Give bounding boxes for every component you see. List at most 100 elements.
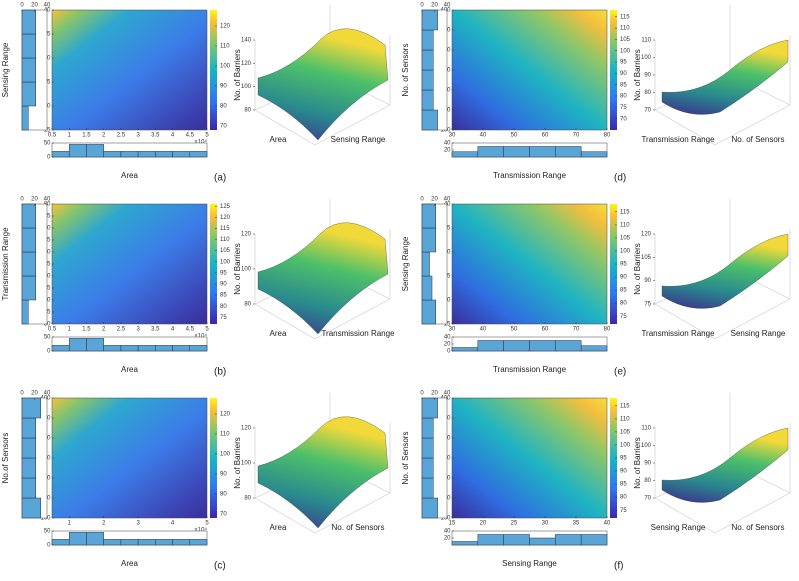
surface-x-label: Area bbox=[270, 329, 287, 338]
colorbar-tick-label: 120 bbox=[220, 412, 231, 418]
x-tick-label: 5 bbox=[205, 133, 209, 139]
hist-tick-label: 40 bbox=[44, 3, 51, 9]
x-axis-label: Transmission Range bbox=[493, 365, 567, 374]
y-tick-label: 15 bbox=[44, 128, 51, 134]
y-tick-label: 80 bbox=[44, 202, 51, 208]
colorbar-tick-label: 95 bbox=[620, 60, 627, 66]
hist-bar bbox=[21, 497, 41, 519]
hist-bar bbox=[477, 534, 504, 546]
colorbar-tick-label: 80 bbox=[620, 94, 627, 100]
x-tick-label: 30 bbox=[542, 521, 549, 527]
hist-bar bbox=[451, 541, 479, 546]
colorbar-tick-label: 120 bbox=[220, 24, 231, 30]
z-tick-label: 70 bbox=[644, 108, 651, 114]
hist-bar bbox=[580, 534, 608, 546]
x-axis-label: Area bbox=[121, 365, 138, 374]
heatmap bbox=[451, 203, 608, 325]
hist-bar bbox=[21, 251, 36, 277]
panel: 0.5 1 1.5 2 2.5 3 3.5 4 4.5 5 15 20 25 30 35 40 ×10⁴ Sens… bbox=[1, 3, 391, 184]
y-tick-label: 25 bbox=[444, 274, 451, 280]
surface-y-label: Transmission Range bbox=[321, 329, 395, 338]
hist-tick-label: 0 bbox=[20, 197, 24, 203]
y-tick-label: 100 bbox=[40, 516, 51, 522]
y-tick-label: 70 bbox=[44, 226, 51, 232]
x-tick-label: 2 bbox=[102, 521, 106, 527]
hist-tick-label: 40 bbox=[444, 141, 451, 147]
hist-bar bbox=[103, 345, 122, 352]
x-tick-label: 30 bbox=[449, 133, 456, 139]
z-tick-label: 80 bbox=[644, 478, 651, 484]
colorbar-tick-label: 90 bbox=[620, 275, 627, 281]
z-tick-label: 120 bbox=[641, 232, 652, 238]
x-axis-label: Area bbox=[121, 559, 138, 568]
hist-bar bbox=[21, 9, 36, 35]
hist-bar bbox=[155, 539, 173, 546]
x-tick-label: 60 bbox=[542, 133, 549, 139]
hist-tick-label: 50 bbox=[44, 529, 51, 535]
colorbar-tick-label: 70 bbox=[220, 512, 227, 518]
x-tick-label: 70 bbox=[573, 327, 580, 333]
colorbar-tick-label: 85 bbox=[620, 82, 627, 88]
y-tick-label: 30 bbox=[44, 56, 51, 62]
x-tick-label: 3.5 bbox=[151, 327, 160, 333]
hist-bar bbox=[172, 151, 191, 158]
hist-bar bbox=[21, 105, 29, 131]
hist-tick-label: 0 bbox=[47, 543, 51, 549]
x-axis-label: Area bbox=[121, 171, 138, 180]
z-tick-label: 90 bbox=[644, 278, 651, 284]
hist-bar bbox=[68, 144, 87, 158]
y-tick-label: 35 bbox=[44, 32, 51, 38]
colorbar-tick-label: 75 bbox=[620, 314, 627, 320]
y-axis-label: No. of Sensors bbox=[401, 44, 410, 97]
colorbar-tick-label: 95 bbox=[620, 262, 627, 268]
hist-bar bbox=[21, 81, 36, 107]
hist-bar bbox=[421, 203, 436, 229]
hist-tick-label: 40 bbox=[44, 391, 51, 397]
hist-bar bbox=[103, 539, 122, 546]
colorbar-tick-label: 110 bbox=[620, 222, 630, 228]
x-tick-label: 5 bbox=[205, 327, 209, 333]
hist-bar bbox=[68, 338, 87, 352]
hist-tick-label: 0 bbox=[20, 391, 24, 397]
y-tick-label: 100 bbox=[440, 516, 451, 522]
hist-bar bbox=[68, 532, 87, 546]
surface-x-label: Area bbox=[270, 523, 287, 532]
x-tick-label: 80 bbox=[604, 327, 611, 333]
colorbar-tick-label: 100 bbox=[220, 64, 231, 70]
surface bbox=[661, 233, 789, 309]
colorbar-tick-label: 90 bbox=[620, 71, 627, 77]
z-tick-label: 80 bbox=[244, 302, 251, 308]
colorbar-tick-label: 90 bbox=[620, 469, 627, 475]
hist-bar bbox=[421, 9, 438, 31]
y-axis-label: Transmission Range bbox=[1, 227, 10, 301]
x-tick-label: 4.5 bbox=[186, 327, 195, 333]
surface-y-label: No. of Sensors bbox=[732, 135, 785, 144]
y-tick-label: 40 bbox=[44, 8, 51, 14]
panel-letter: (d) bbox=[614, 173, 626, 184]
hist-bar bbox=[51, 539, 70, 546]
hist-bar bbox=[86, 532, 104, 546]
colorbar bbox=[210, 10, 217, 130]
hist-bar bbox=[580, 345, 608, 352]
hist-tick-label: 40 bbox=[444, 391, 451, 397]
hist-bar bbox=[155, 345, 173, 352]
heatmap bbox=[451, 397, 608, 519]
colorbar-tick-label: 100 bbox=[620, 249, 631, 255]
hist-bar bbox=[451, 347, 479, 352]
y-tick-label: 55 bbox=[44, 262, 51, 268]
y-tick-label: 35 bbox=[444, 226, 451, 232]
hist-bar bbox=[421, 497, 438, 519]
heatmap bbox=[51, 203, 208, 325]
hist-bar bbox=[21, 457, 36, 479]
surface-x-label: Sensing Range bbox=[651, 523, 706, 532]
hist-bar bbox=[421, 251, 430, 277]
hist-tick-label: 20 bbox=[431, 3, 438, 9]
colorbar-tick-label: 85 bbox=[620, 288, 627, 294]
hist-tick-label: 50 bbox=[44, 335, 51, 341]
x-tick-label: 4.5 bbox=[186, 133, 195, 139]
hist-bar bbox=[421, 457, 434, 479]
hist-bar bbox=[137, 539, 156, 546]
hist-bar bbox=[120, 539, 139, 546]
y-tick-label: 65 bbox=[44, 238, 51, 244]
